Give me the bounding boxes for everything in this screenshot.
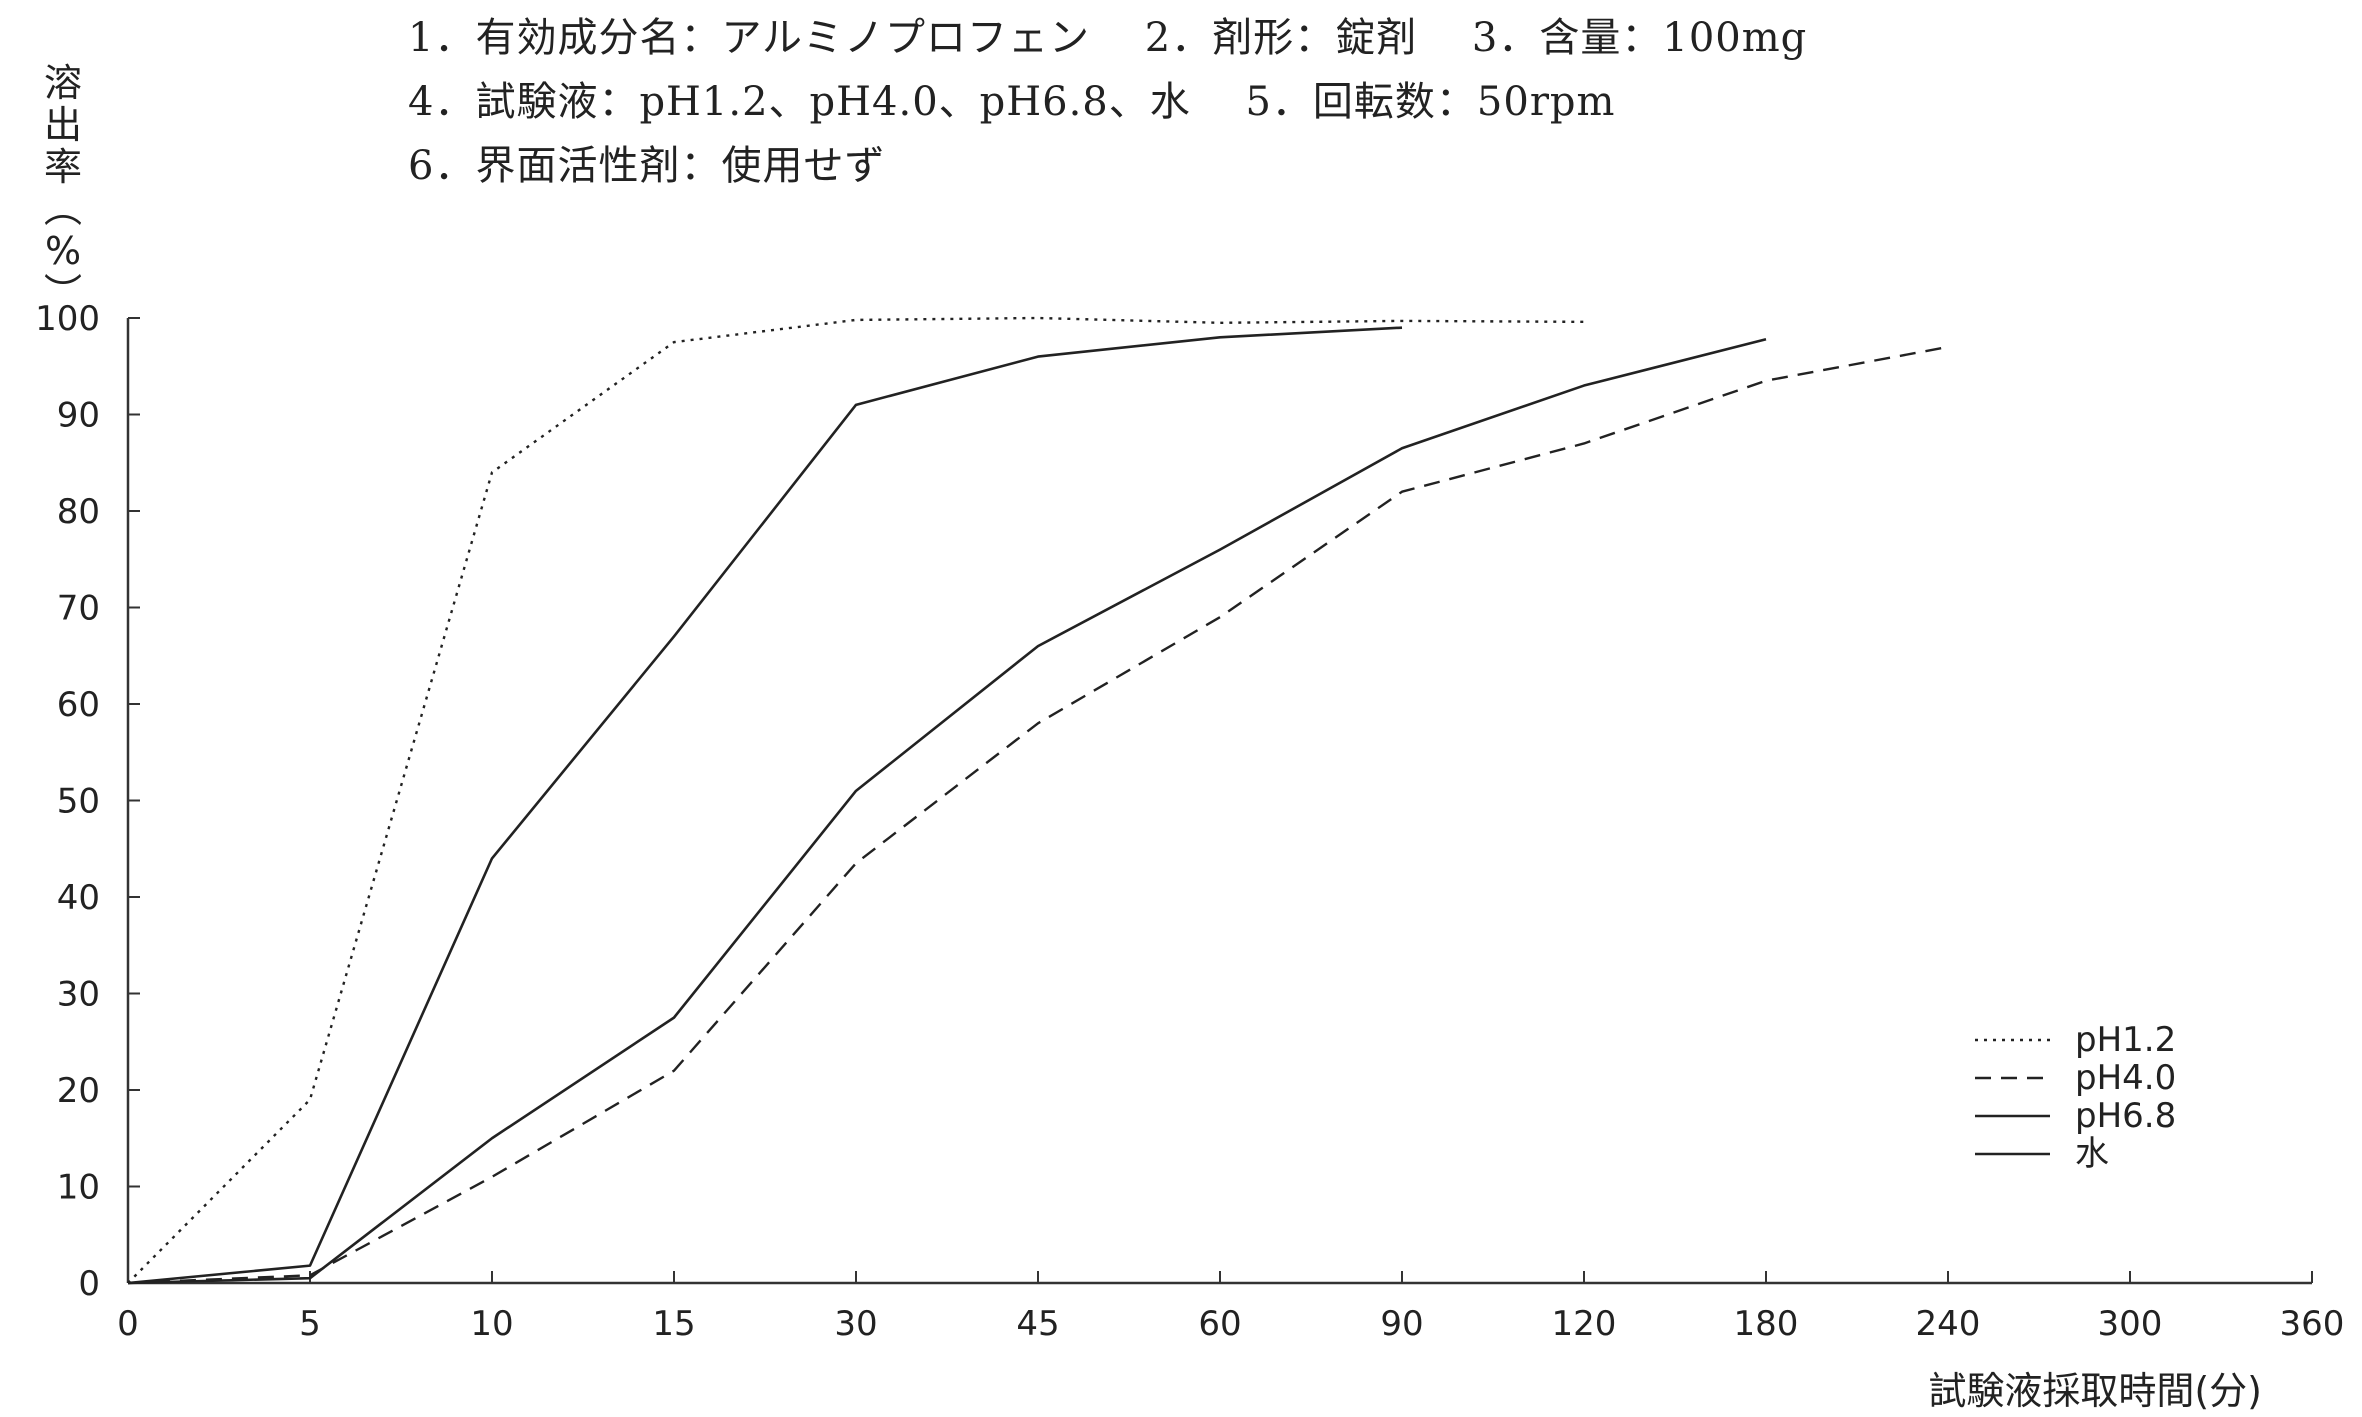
legend-label: pH1.2 [2075,1020,2176,1060]
axes: 0 10 20 30 40 50 60 70 80 90 100 0 5 10 15 30 45 60 90 120 1… [35,299,2344,1344]
chart-header: 1．有効成分名：アルミノプロフェン 2．剤形：錠剤 3．含量：100mg 4．試… [408,6,1807,198]
x-tick-label: 300 [2098,1304,2163,1344]
header-line-1: 1．有効成分名：アルミノプロフェン 2．剤形：錠剤 3．含量：100mg [408,15,1808,61]
y-tick-label: 20 [57,1071,100,1111]
x-tick-label: 5 [299,1304,321,1344]
y-tick-label: 90 [57,396,100,436]
y-tick-label: 40 [57,878,100,918]
legend-label: 水 [2075,1134,2109,1174]
series-line-3 [127,326,1403,1285]
y-axis-label: 溶出率 ︵% ︶ [38,62,88,314]
x-tick-label: 240 [1916,1304,1981,1344]
series-line-2 [127,345,1949,1285]
x-tick-label: 60 [1198,1304,1241,1344]
x-axis-label: 試験液採取時間(分) [1928,1369,2262,1413]
y-tick-label: 60 [57,685,100,725]
y-tick-label: 70 [57,589,100,629]
y-tick-label: 80 [57,492,100,532]
y-axis-label-char: 溶 [43,61,82,105]
series-line-4 [127,337,1767,1285]
y-axis-label-char: % [44,229,82,273]
legend-label: pH6.8 [2075,1096,2176,1136]
y-tick-label: 30 [57,975,100,1015]
y-tick-label: 10 [57,1168,100,1208]
y-tick-label: 50 [57,782,100,822]
y-axis-label-char: 率 [43,145,82,189]
y-tick-label: 100 [35,299,100,339]
x-tick-label: 180 [1734,1304,1799,1344]
y-axis-label-char: ︵ [43,187,82,231]
x-tick-label: 360 [2280,1304,2345,1344]
series-line-1 [127,316,1585,1284]
x-tick-label: 0 [117,1304,139,1344]
legend-label: pH4.0 [2075,1058,2176,1098]
x-tick-label: 120 [1552,1304,1617,1344]
header-line-2: 4．試験液：pH1.2、pH4.0、pH6.8、水 5．回転数：50rpm [408,79,1616,125]
header-line-3: 6．界面活性剤：使用せず [408,143,886,189]
y-axis-label-char: ︶ [43,271,82,315]
x-tick-label: 10 [470,1304,513,1344]
x-tick-label: 30 [834,1304,877,1344]
x-tick-label: 90 [1380,1304,1423,1344]
y-axis-label-char: 出 [43,103,82,147]
x-tick-label: 15 [652,1304,695,1344]
x-tick-label: 45 [1016,1304,1059,1344]
y-tick-label: 0 [78,1264,100,1304]
series-group [127,316,1949,1285]
